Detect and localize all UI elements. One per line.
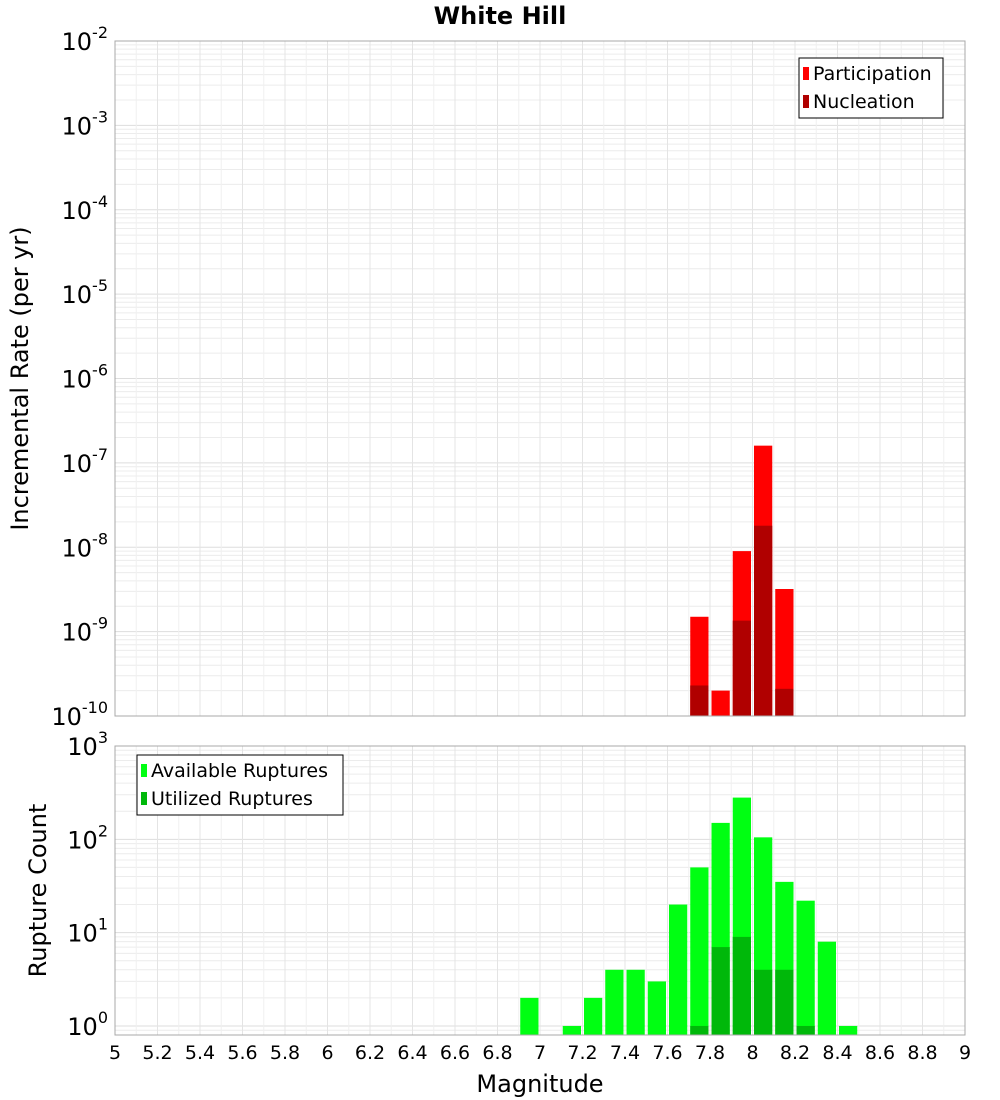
bar-primary xyxy=(520,997,539,1035)
bars xyxy=(690,445,794,716)
legend-entry: Utilized Ruptures xyxy=(151,788,313,810)
x-tick-label: 5 xyxy=(109,1042,121,1064)
bar-primary xyxy=(775,589,794,716)
bar-secondary xyxy=(690,685,709,716)
x-tick-label: 8.4 xyxy=(822,1042,852,1064)
y-tick-label: 10-4 xyxy=(62,192,109,225)
legend-swatch xyxy=(803,95,809,108)
legend-box xyxy=(136,754,344,816)
bar-primary xyxy=(647,981,666,1035)
legend-entry: Available Ruptures xyxy=(151,760,328,782)
x-tick-label: 6 xyxy=(321,1042,333,1064)
legend: Participation Nucleation xyxy=(798,57,944,119)
bar-secondary xyxy=(732,936,751,1035)
x-tick-label: 9 xyxy=(959,1042,971,1064)
bar-primary xyxy=(584,997,603,1035)
y-tick-label: 10-7 xyxy=(62,445,109,478)
bar-primary xyxy=(817,941,836,1035)
bar-secondary xyxy=(775,688,794,716)
y-tick-label: 10-9 xyxy=(62,614,109,647)
x-tick-label: 7 xyxy=(534,1042,546,1064)
bar-secondary xyxy=(796,1025,815,1035)
y-tick-label: 10-3 xyxy=(62,107,109,140)
x-axis: 5 5.2 5.4 5.6 5.8 6 6.2 6.4 6.6 6.8 7 7.2 7.4 7.6 7.8 8… xyxy=(109,1042,971,1064)
chart-title: White Hill xyxy=(434,2,567,30)
bar-primary xyxy=(839,1025,858,1035)
bar-primary xyxy=(669,904,688,1035)
bar-secondary xyxy=(775,969,794,1035)
bar-primary xyxy=(626,969,645,1035)
plot-frame xyxy=(114,745,966,1036)
incremental-rate-panel: 10-10 10-9 10-8 10-7 10-6 10-5 10-4 10-3 10-2 Inc… xyxy=(6,23,966,731)
bar-primary xyxy=(562,1025,581,1035)
x-tick-label: 5.2 xyxy=(142,1042,172,1064)
y-tick-label: 10-2 xyxy=(62,23,109,56)
bar-primary xyxy=(796,900,815,1035)
y-axis-label: Rupture Count xyxy=(24,804,52,978)
x-axis-label: Magnitude xyxy=(476,1070,603,1098)
legend-swatch xyxy=(803,67,809,80)
x-tick-label: 6.8 xyxy=(482,1042,512,1064)
legend-box xyxy=(798,57,944,119)
y-tick-label: 10-8 xyxy=(62,529,109,562)
y-axis-label: Incremental Rate (per yr) xyxy=(6,226,34,530)
x-tick-label: 8.8 xyxy=(907,1042,937,1064)
x-tick-label: 8.2 xyxy=(780,1042,810,1064)
x-tick-label: 5.6 xyxy=(227,1042,257,1064)
y-tick-label: 100 xyxy=(67,1008,108,1041)
y-tick-labels: 10-10 10-9 10-8 10-7 10-6 10-5 10-4 10-3 10-2 xyxy=(51,23,108,731)
x-tick-label: 5.4 xyxy=(185,1042,215,1064)
y-tick-label: 101 xyxy=(67,915,108,948)
bar-secondary xyxy=(732,620,751,716)
y-tick-label: 10-10 xyxy=(51,698,108,731)
x-tick-label: 6.6 xyxy=(440,1042,470,1064)
y-tick-label: 103 xyxy=(67,728,108,761)
plot-frame xyxy=(114,40,966,717)
y-tick-label: 10-5 xyxy=(62,276,109,309)
bar-secondary xyxy=(754,525,773,716)
x-tick-label: 6.2 xyxy=(355,1042,385,1064)
bars xyxy=(520,797,858,1035)
x-tick-label: 6.4 xyxy=(397,1042,427,1064)
x-tick-label: 8.6 xyxy=(865,1042,895,1064)
y-tick-label: 102 xyxy=(67,821,108,854)
bar-secondary xyxy=(711,947,730,1035)
y-tick-labels: 100 101 102 103 xyxy=(67,728,108,1041)
legend-entry: Nucleation xyxy=(813,91,915,113)
x-tick-label: 8 xyxy=(746,1042,758,1064)
x-tick-label: 5.8 xyxy=(270,1042,300,1064)
bar-primary xyxy=(690,867,709,1035)
legend: Available Ruptures Utilized Ruptures xyxy=(136,754,344,816)
x-tick-label: 7.2 xyxy=(567,1042,597,1064)
gridlines xyxy=(114,40,966,717)
x-tick-label: 7.8 xyxy=(695,1042,725,1064)
bar-secondary xyxy=(754,969,773,1035)
legend-swatch xyxy=(141,792,147,805)
rupture-count-panel: 100 101 102 103 Rupture Count Available Ruptu… xyxy=(24,728,966,1041)
bar-primary xyxy=(605,969,624,1035)
bar-primary xyxy=(711,690,730,716)
y-tick-label: 10-6 xyxy=(62,361,109,394)
x-tick-label: 7.6 xyxy=(652,1042,682,1064)
bar-secondary xyxy=(690,1025,709,1035)
legend-entry: Participation xyxy=(813,63,932,85)
legend-swatch xyxy=(141,764,147,777)
x-tick-label: 7.4 xyxy=(610,1042,640,1064)
